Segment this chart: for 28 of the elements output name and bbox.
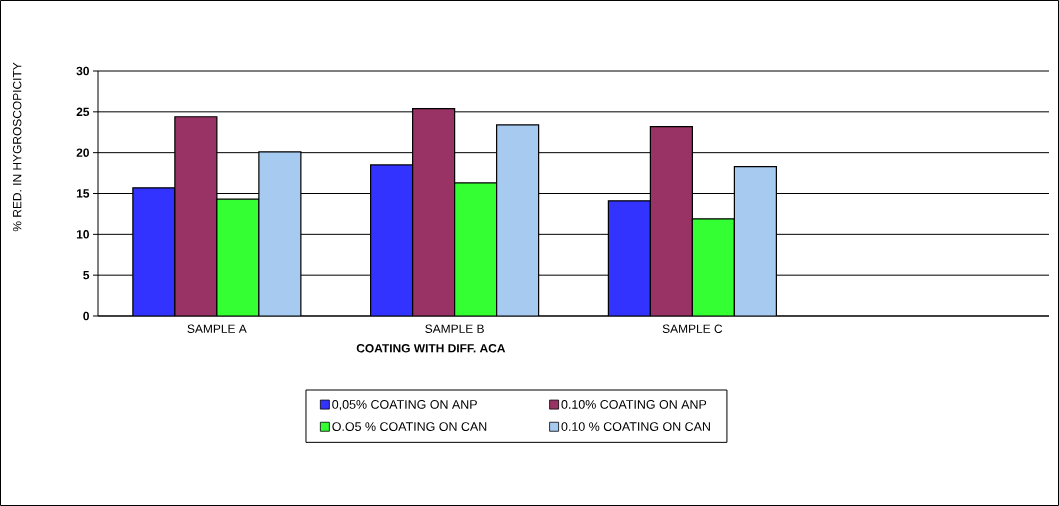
bar [174, 116, 218, 316]
bar [496, 124, 540, 316]
y-tick-label: 0 [83, 311, 89, 321]
bar [132, 187, 176, 316]
y-tick-label: 10 [76, 230, 89, 239]
bar [216, 198, 260, 316]
x-tick-label: SAMPLE B [425, 324, 484, 333]
x-axis-title: COATING WITH DIFF. ACA [356, 344, 506, 353]
legend-label: 0,05% COATING ON ANP [332, 400, 477, 411]
legend-label: O.O5 % COATING ON CAN [332, 422, 487, 431]
y-tick-label: 15 [76, 189, 90, 198]
bar [691, 218, 735, 316]
bar [733, 165, 777, 316]
y-tick-label: 25 [76, 107, 90, 117]
y-axis-title: % RED. IN HYGROSCOPICITY [12, 62, 22, 232]
bar [258, 151, 302, 316]
legend-label: 0.10 % COATING ON CAN [561, 422, 710, 431]
x-tick-label: SAMPLE C [662, 324, 723, 333]
bar [607, 200, 651, 316]
bar [370, 164, 414, 316]
x-tick-label: SAMPLE A [187, 324, 247, 333]
bar [454, 182, 498, 316]
y-tick-label: 5 [83, 271, 90, 280]
legend-label: 0.10% COATING ON ANP [561, 400, 707, 409]
y-tick-label: 30 [76, 66, 89, 76]
bar [412, 107, 456, 316]
y-tick-label: 20 [76, 148, 89, 157]
bar [649, 125, 693, 316]
